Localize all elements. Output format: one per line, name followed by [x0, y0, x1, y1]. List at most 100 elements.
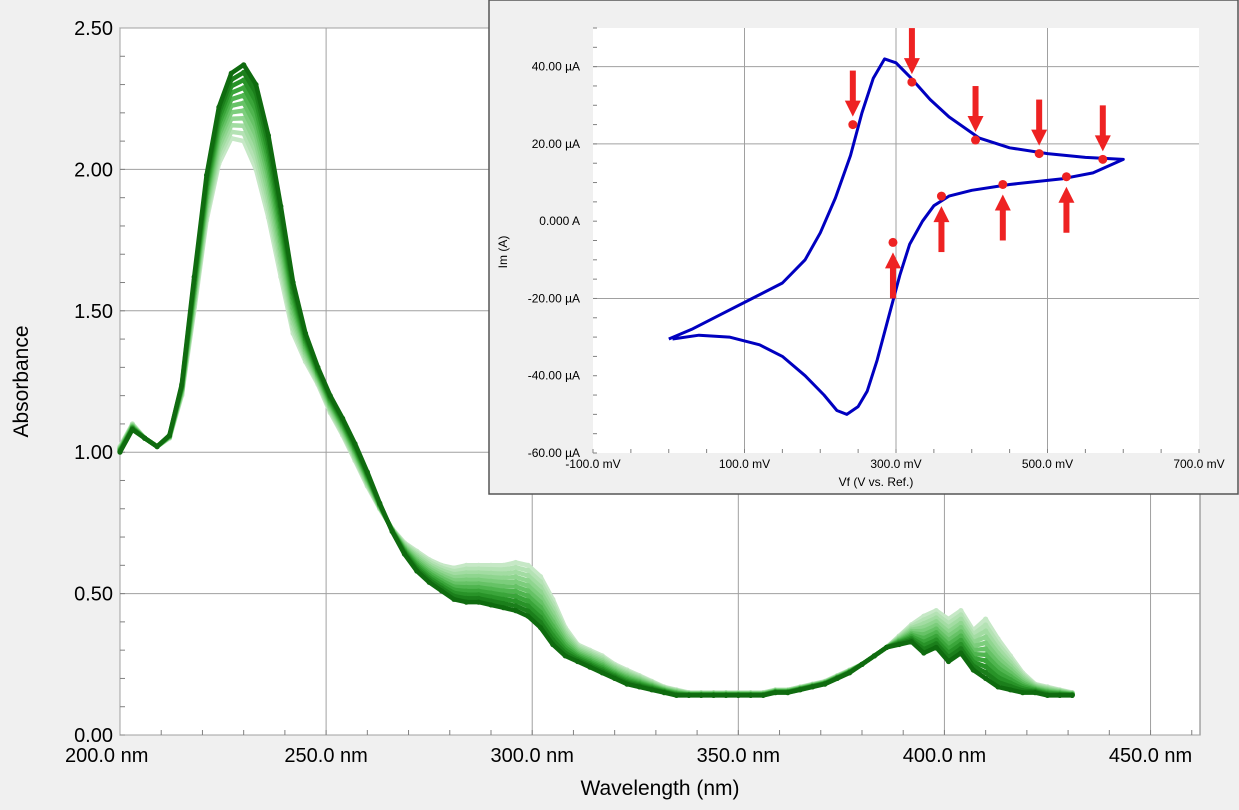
spectrum-data-point: [1032, 690, 1038, 696]
arrow-head: [967, 116, 984, 133]
spectrum-data-point: [970, 667, 976, 673]
spectrum-data-point: [809, 684, 816, 690]
x-tick-label: 300.0 nm: [491, 745, 574, 767]
y-tick-label: 0.00: [74, 725, 113, 747]
spectrum-data-point: [550, 641, 556, 648]
spectrum-data-point: [488, 574, 494, 580]
arrow-shaft: [908, 28, 915, 61]
spectrum-data-point: [142, 435, 148, 441]
spectrum-data-point: [834, 675, 840, 682]
cv-marker-point: [848, 120, 858, 130]
spectrum-data-point: [117, 449, 123, 455]
spectrum-data-point: [1069, 692, 1075, 699]
spectrum-data-point: [352, 441, 358, 447]
spectrum-data-point: [1020, 690, 1026, 696]
spectrum-data-point: [500, 592, 506, 598]
spectrum-data-point: [772, 690, 779, 696]
arrow-head: [1058, 186, 1075, 203]
spectrum-data-point: [513, 593, 519, 599]
spectrum-data-point: [525, 567, 531, 574]
spectrum-data-point: [908, 639, 915, 645]
spectrum-data-point: [364, 469, 370, 475]
y-tick-label: 1.50: [74, 301, 113, 323]
spectrum-data-point: [191, 274, 197, 280]
spectrum-data-point: [983, 675, 989, 682]
spectrum-data-point: [649, 687, 655, 693]
spectrum-data-point: [933, 622, 939, 628]
spectrum-data-point: [859, 661, 865, 667]
spectrum-data-point: [933, 630, 939, 636]
spectrum-data-point: [983, 640, 989, 646]
spectrum-data-point: [983, 628, 989, 634]
spectrum-data-point: [500, 588, 506, 594]
x-tick-label: 350.0 nm: [697, 745, 780, 767]
spectrum-data-point: [513, 574, 519, 580]
spectrum-data-point: [488, 578, 494, 584]
spectrum-data-point: [500, 605, 506, 611]
arrow-shaft: [889, 266, 896, 299]
spectrum-data-point: [166, 432, 173, 438]
x-tick-label: 250.0 nm: [284, 745, 367, 767]
spectrum-data-point: [723, 692, 729, 699]
spectrum-data-point: [513, 588, 519, 594]
spectrum-data-point: [513, 569, 519, 575]
spectrum-data-point: [476, 566, 482, 572]
spectrum-data-point: [562, 653, 568, 659]
spectrum-data-point: [995, 684, 1001, 690]
spectrum-data-point: [587, 664, 593, 670]
spectrum-data-point: [525, 598, 531, 604]
spectrum-data-point: [847, 670, 853, 676]
spectrum-data-point: [698, 692, 704, 699]
cv-marker-point: [936, 191, 946, 201]
spectrum-data-point: [513, 559, 519, 566]
spectrum-data-point: [933, 615, 939, 621]
spectrum-data-point: [636, 684, 643, 690]
inset-x-tick-label: 100.0 mV: [719, 457, 770, 471]
spectrum-data-point: [525, 608, 531, 614]
x-tick-label: 400.0 nm: [903, 745, 986, 767]
spectrum-data-point: [513, 583, 519, 590]
y-tick-label: 2.50: [74, 18, 113, 40]
spectrum-data-point: [513, 603, 519, 609]
spectrum-data-point: [476, 581, 482, 587]
spectrum-data-point: [488, 594, 494, 600]
spectrum-data-point: [958, 637, 964, 643]
spectrum-data-point: [488, 586, 494, 592]
inset-x-axis-title: Vf (V vs. Ref.): [839, 475, 914, 489]
arrow-head: [884, 252, 901, 269]
cv-marker-point: [1098, 154, 1108, 164]
spectrum-data-point: [488, 582, 494, 588]
spectrum-data-point: [463, 570, 469, 576]
spectrum-series-line: [117, 62, 1075, 698]
spectrum-data-point: [673, 692, 680, 699]
spectrum-data-point: [241, 62, 247, 68]
spectrum-data-point: [500, 600, 506, 607]
x-tick-label: 450.0 nm: [1109, 745, 1192, 767]
spectrum-data-point: [575, 658, 581, 665]
spectrum-data-point: [488, 570, 494, 576]
spectrum-data-point: [884, 644, 890, 650]
spectrum-data-point: [377, 500, 383, 506]
spectrum-data-point: [871, 653, 878, 659]
spectrum-data-point: [958, 629, 964, 635]
spectrum-data-point: [958, 608, 964, 614]
spectrum-data-point: [748, 692, 754, 699]
spectrum-data-point: [933, 608, 939, 614]
spectrum-data-point: [624, 681, 630, 687]
y-tick-label: 1.00: [74, 442, 113, 464]
inset-y-tick-label: 40.00 µA: [532, 60, 580, 74]
spectrum-data-point: [253, 82, 259, 88]
spectrum-data-point: [476, 599, 482, 605]
spectrum-data-point: [983, 658, 989, 664]
spectrum-data-point: [414, 568, 420, 574]
spectrum-data-point: [500, 583, 506, 590]
spectrum-data-point: [463, 584, 469, 591]
arrow-head: [844, 100, 861, 117]
spectrum-data-point: [265, 132, 271, 139]
spectrum-data-point: [463, 581, 469, 587]
spectrum-data-point: [463, 599, 469, 605]
spectrum-data-point: [513, 598, 519, 604]
cv-marker-point: [888, 237, 898, 247]
